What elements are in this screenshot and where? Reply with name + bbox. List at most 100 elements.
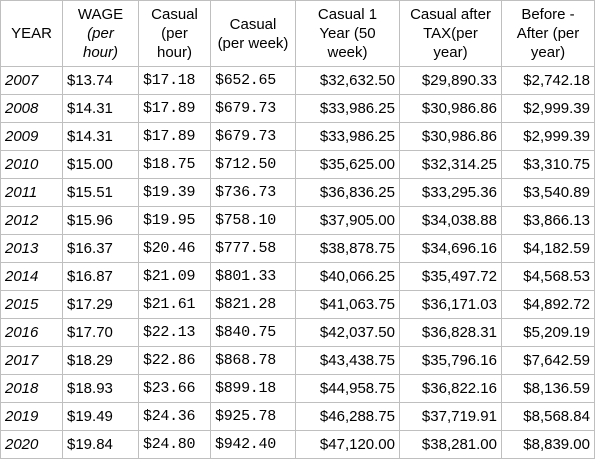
cell-casual-hour: $18.75	[138, 150, 211, 179]
cell-casual-week: $712.50	[210, 150, 296, 179]
header-after-tax: Casual after TAX(per year)	[399, 0, 502, 67]
cell-before-after: $8,136.59	[501, 374, 595, 403]
cell-before-after: $3,540.89	[501, 178, 595, 207]
cell-casual-hour: $19.39	[138, 178, 211, 207]
cell-casual-year: $41,063.75	[295, 290, 400, 319]
cell-casual-hour: $20.46	[138, 234, 211, 263]
cell-casual-hour: $19.95	[138, 206, 211, 235]
cell-casual-hour: $17.89	[138, 94, 211, 123]
cell-after-tax: $34,696.16	[399, 234, 502, 263]
cell-year: 2013	[0, 234, 63, 263]
cell-year: 2014	[0, 262, 63, 291]
cell-after-tax: $32,314.25	[399, 150, 502, 179]
header-casual-hour: Casual (per hour)	[138, 0, 211, 67]
header-casual-year-line-1: Casual 1	[317, 6, 378, 23]
cell-casual-week: $821.28	[210, 290, 296, 319]
cell-after-tax: $34,038.88	[399, 206, 502, 235]
cell-casual-hour: $24.80	[138, 430, 211, 459]
cell-wage: $17.70	[62, 318, 139, 347]
cell-casual-year: $38,878.75	[295, 234, 400, 263]
header-casual-hour-line-1: Casual	[151, 6, 198, 23]
cell-casual-week: $899.18	[210, 374, 296, 403]
cell-after-tax: $36,171.03	[399, 290, 502, 319]
table-row: 2007 $13.74 $17.18 $652.65 $32,632.50 $2…	[0, 66, 595, 95]
cell-year: 2017	[0, 346, 63, 375]
header-casual-hour-line-2: (per	[161, 25, 188, 42]
table-row: 2017 $18.29 $22.86 $868.78 $43,438.75 $3…	[0, 346, 595, 375]
cell-wage: $17.29	[62, 290, 139, 319]
header-after-tax-line-2: TAX(per	[423, 25, 478, 42]
header-wage-line-1: WAGE	[77, 6, 124, 23]
header-casual-week: Casual (per week)	[210, 0, 296, 67]
cell-before-after: $3,310.75	[501, 150, 595, 179]
header-casual-hour-line-3: hour)	[156, 44, 193, 61]
table-row: 2012 $15.96 $19.95 $758.10 $37,905.00 $3…	[0, 206, 595, 235]
cell-year: 2012	[0, 206, 63, 235]
cell-casual-week: $679.73	[210, 122, 296, 151]
cell-wage: $15.51	[62, 178, 139, 207]
cell-year: 2008	[0, 94, 63, 123]
cell-before-after: $4,568.53	[501, 262, 595, 291]
cell-casual-year: $33,986.25	[295, 94, 400, 123]
table-row: 2009 $14.31 $17.89 $679.73 $33,986.25 $3…	[0, 122, 595, 151]
header-wage-line-3: hour)	[82, 44, 119, 61]
cell-before-after: $8,839.00	[501, 430, 595, 459]
cell-before-after: $7,642.59	[501, 346, 595, 375]
cell-casual-year: $43,438.75	[295, 346, 400, 375]
header-before-after: Before - After (per year)	[501, 0, 595, 67]
table-row: 2013 $16.37 $20.46 $777.58 $38,878.75 $3…	[0, 234, 595, 263]
cell-casual-week: $736.73	[210, 178, 296, 207]
cell-year: 2020	[0, 430, 63, 459]
cell-year: 2007	[0, 66, 63, 95]
cell-wage: $16.87	[62, 262, 139, 291]
header-casual-week-line-1: Casual	[229, 15, 277, 33]
cell-before-after: $4,182.59	[501, 234, 595, 263]
header-before-after-line-2: After (per	[516, 25, 580, 42]
cell-after-tax: $35,796.16	[399, 346, 502, 375]
cell-casual-year: $47,120.00	[295, 430, 400, 459]
cell-casual-hour: $22.13	[138, 318, 211, 347]
cell-before-after: $2,742.18	[501, 66, 595, 95]
cell-wage: $18.29	[62, 346, 139, 375]
table-row: 2010 $15.00 $18.75 $712.50 $35,625.00 $3…	[0, 150, 595, 179]
cell-year: 2010	[0, 150, 63, 179]
table-row: 2018 $18.93 $23.66 $899.18 $44,958.75 $3…	[0, 374, 595, 403]
cell-year: 2011	[0, 178, 63, 207]
cell-after-tax: $38,281.00	[399, 430, 502, 459]
table-row: 2008 $14.31 $17.89 $679.73 $33,986.25 $3…	[0, 94, 595, 123]
cell-before-after: $3,866.13	[501, 206, 595, 235]
header-year: YEAR	[0, 0, 63, 67]
cell-casual-week: $777.58	[210, 234, 296, 263]
table-row: 2014 $16.87 $21.09 $801.33 $40,066.25 $3…	[0, 262, 595, 291]
cell-casual-week: $758.10	[210, 206, 296, 235]
cell-year: 2015	[0, 290, 63, 319]
cell-casual-week: $652.65	[210, 66, 296, 95]
header-year-line: YEAR	[11, 25, 52, 42]
cell-year: 2009	[0, 122, 63, 151]
cell-casual-year: $42,037.50	[295, 318, 400, 347]
header-after-tax-line-3: year)	[433, 44, 468, 61]
cell-casual-week: $925.78	[210, 402, 296, 431]
cell-year: 2018	[0, 374, 63, 403]
cell-after-tax: $36,822.16	[399, 374, 502, 403]
cell-before-after: $2,999.39	[501, 122, 595, 151]
cell-casual-hour: $22.86	[138, 346, 211, 375]
cell-casual-week: $679.73	[210, 94, 296, 123]
cell-after-tax: $33,295.36	[399, 178, 502, 207]
cell-casual-year: $37,905.00	[295, 206, 400, 235]
cell-after-tax: $30,986.86	[399, 94, 502, 123]
cell-casual-year: $35,625.00	[295, 150, 400, 179]
cell-casual-hour: $24.36	[138, 402, 211, 431]
header-row: YEAR WAGE (per hour) Casual (per hour) C…	[0, 0, 595, 67]
header-casual-year-line-3: week)	[327, 44, 368, 61]
cell-after-tax: $36,828.31	[399, 318, 502, 347]
cell-after-tax: $37,719.91	[399, 402, 502, 431]
cell-wage: $19.84	[62, 430, 139, 459]
table-row: 2011 $15.51 $19.39 $736.73 $36,836.25 $3…	[0, 178, 595, 207]
cell-wage: $19.49	[62, 402, 139, 431]
cell-casual-year: $40,066.25	[295, 262, 400, 291]
header-after-tax-line-1: Casual after	[410, 6, 491, 23]
cell-wage: $13.74	[62, 66, 139, 95]
cell-casual-week: $868.78	[210, 346, 296, 375]
